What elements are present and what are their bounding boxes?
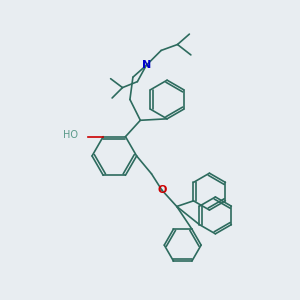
Text: O: O — [157, 185, 167, 195]
Text: N: N — [142, 60, 151, 70]
Text: HO: HO — [63, 130, 78, 140]
